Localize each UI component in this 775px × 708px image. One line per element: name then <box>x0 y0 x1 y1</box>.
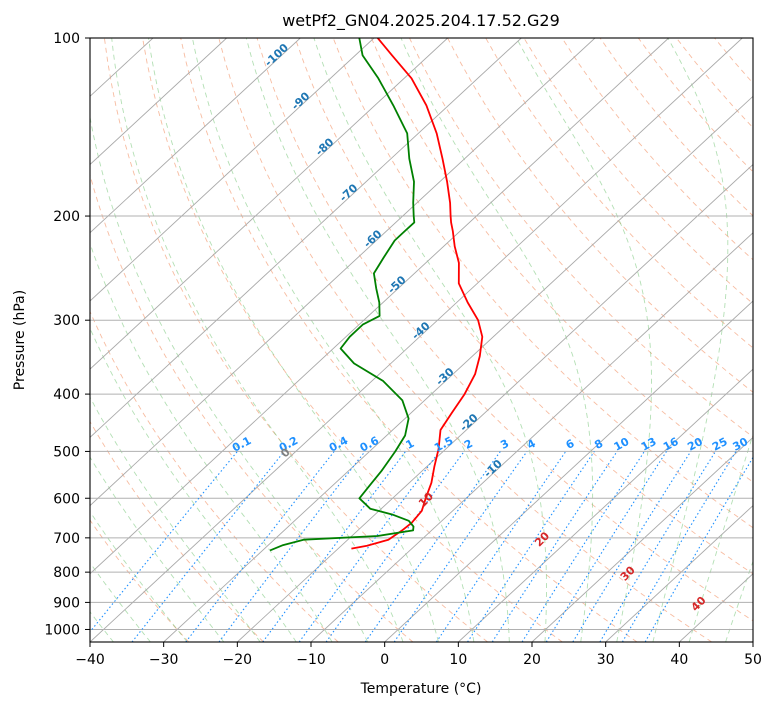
mixing-ratio-line-4 <box>262 451 407 642</box>
moist-adiabat-12 <box>313 38 547 642</box>
mixing-ratio-line-1 <box>131 451 285 642</box>
moist-adiabat-7 <box>90 114 369 642</box>
moist-adiabat-11 <box>245 38 510 642</box>
isotherm-23 <box>605 504 753 642</box>
moist-adiabat-10 <box>191 38 475 642</box>
dry-adiabat-10 <box>332 38 753 529</box>
x-tick-label-8: 40 <box>670 652 688 668</box>
mixing-ratio-label-16: 30 <box>731 435 751 454</box>
isotherm-13 <box>90 38 522 438</box>
y-tick-label-9: 1000 <box>44 622 80 638</box>
dry-adiabat-12 <box>409 38 753 438</box>
mixing-ratio-line-8 <box>393 451 528 642</box>
isotherm-15 <box>90 38 669 575</box>
mixing-ratio-line-10 <box>467 451 595 642</box>
dry-adiabat-15 <box>523 38 753 305</box>
mixing-ratio-line-9 <box>435 451 567 642</box>
isotherm-19 <box>310 232 753 642</box>
moist-adiabat-4 <box>90 396 261 642</box>
x-tick-label-0: −40 <box>75 652 105 668</box>
mixing-ratio-label-13: 16 <box>661 435 681 454</box>
moist-adiabat-14 <box>516 38 652 642</box>
x-tick-label-5: 10 <box>449 652 467 668</box>
y-axis-label: Pressure (hPa) <box>12 290 28 390</box>
x-tick-label-1: −30 <box>149 652 179 668</box>
x-axis-label: Temperature (°C) <box>360 681 482 697</box>
temperature-profile-line <box>351 38 484 550</box>
y-tick-label-4: 500 <box>53 444 80 460</box>
isotherm-9 <box>90 38 227 166</box>
mixing-ratio-line-3 <box>218 451 366 642</box>
mixing-ratio-line-5 <box>298 451 440 642</box>
mixing-ratio-line-14 <box>572 451 692 642</box>
x-tick-label-2: −20 <box>223 652 253 668</box>
background-lines <box>90 38 753 642</box>
y-tick-label-7: 800 <box>53 565 80 581</box>
moist-adiabat-9 <box>148 38 439 642</box>
x-tick-label-7: 30 <box>597 652 615 668</box>
moist-adiabat-6 <box>90 242 333 642</box>
dry-adiabat-9 <box>294 38 753 575</box>
dry-adiabat-0 <box>90 519 190 642</box>
y-tick-label-1: 200 <box>53 209 80 225</box>
isotherm-11 <box>90 38 375 302</box>
isotherm-14 <box>90 38 596 507</box>
y-tick-label-6: 700 <box>53 531 80 547</box>
isotherm-17 <box>163 95 753 642</box>
dry-adiabat-11 <box>370 38 753 483</box>
x-tick-label-3: −10 <box>296 652 326 668</box>
dewpoint-profile-line <box>269 38 416 552</box>
mixing-ratio-line-11 <box>491 451 618 642</box>
y-tick-label-8: 900 <box>53 595 80 611</box>
isotherm-16 <box>90 38 743 642</box>
mixing-ratio-line-0 <box>90 451 238 633</box>
isotherm-18 <box>237 163 753 642</box>
dry-adiabat-2 <box>90 310 339 642</box>
dry-adiabat-4 <box>103 38 488 642</box>
y-tick-label-5: 600 <box>53 491 80 507</box>
chart-title: wetPf2_GN04.2025.204.17.52.G29 <box>282 11 560 31</box>
moist-adiabat-3 <box>90 456 225 642</box>
y-tick-label-3: 400 <box>53 387 80 403</box>
y-tick-label-0: 100 <box>53 31 80 47</box>
dry-adiabat-7 <box>218 38 712 642</box>
mixing-ratio-line-12 <box>521 451 645 642</box>
mixing-ratio-label-12: 13 <box>639 435 659 454</box>
dry-adiabat-6 <box>180 38 638 642</box>
moist-adiabat-8 <box>111 38 404 642</box>
mixing-ratio-label-11: 10 <box>612 435 632 454</box>
axes: −40 −30 −20 −10 0 10 20 30 40 50 100 200 300 400 500 60… <box>44 31 762 668</box>
mixing-ratio-line-7 <box>364 451 501 642</box>
dry-adiabat-1 <box>90 420 264 642</box>
y-tick-label-2: 300 <box>53 313 80 329</box>
moist-adiabat-5 <box>90 327 297 642</box>
mixing-ratio-label-15: 25 <box>710 435 730 454</box>
mixing-ratio-label-14: 20 <box>685 435 705 454</box>
isotherm-21 <box>458 368 753 642</box>
plot-frame <box>89 37 754 643</box>
mixing-ratio-line-6 <box>325 451 465 642</box>
isotherm-10 <box>90 38 301 234</box>
x-tick-label-6: 20 <box>523 652 541 668</box>
profile-lines <box>269 38 484 552</box>
dry-adiabat-5 <box>142 38 563 642</box>
x-tick-label-4: 0 <box>380 652 389 668</box>
isotherm-20 <box>384 300 753 642</box>
isotherm-12 <box>90 38 448 370</box>
isotherm-22 <box>531 436 753 642</box>
dry-adiabat-8 <box>256 38 753 622</box>
mixing-ratio-label-17: 36 <box>751 435 771 454</box>
x-tick-label-9: 50 <box>744 652 762 668</box>
